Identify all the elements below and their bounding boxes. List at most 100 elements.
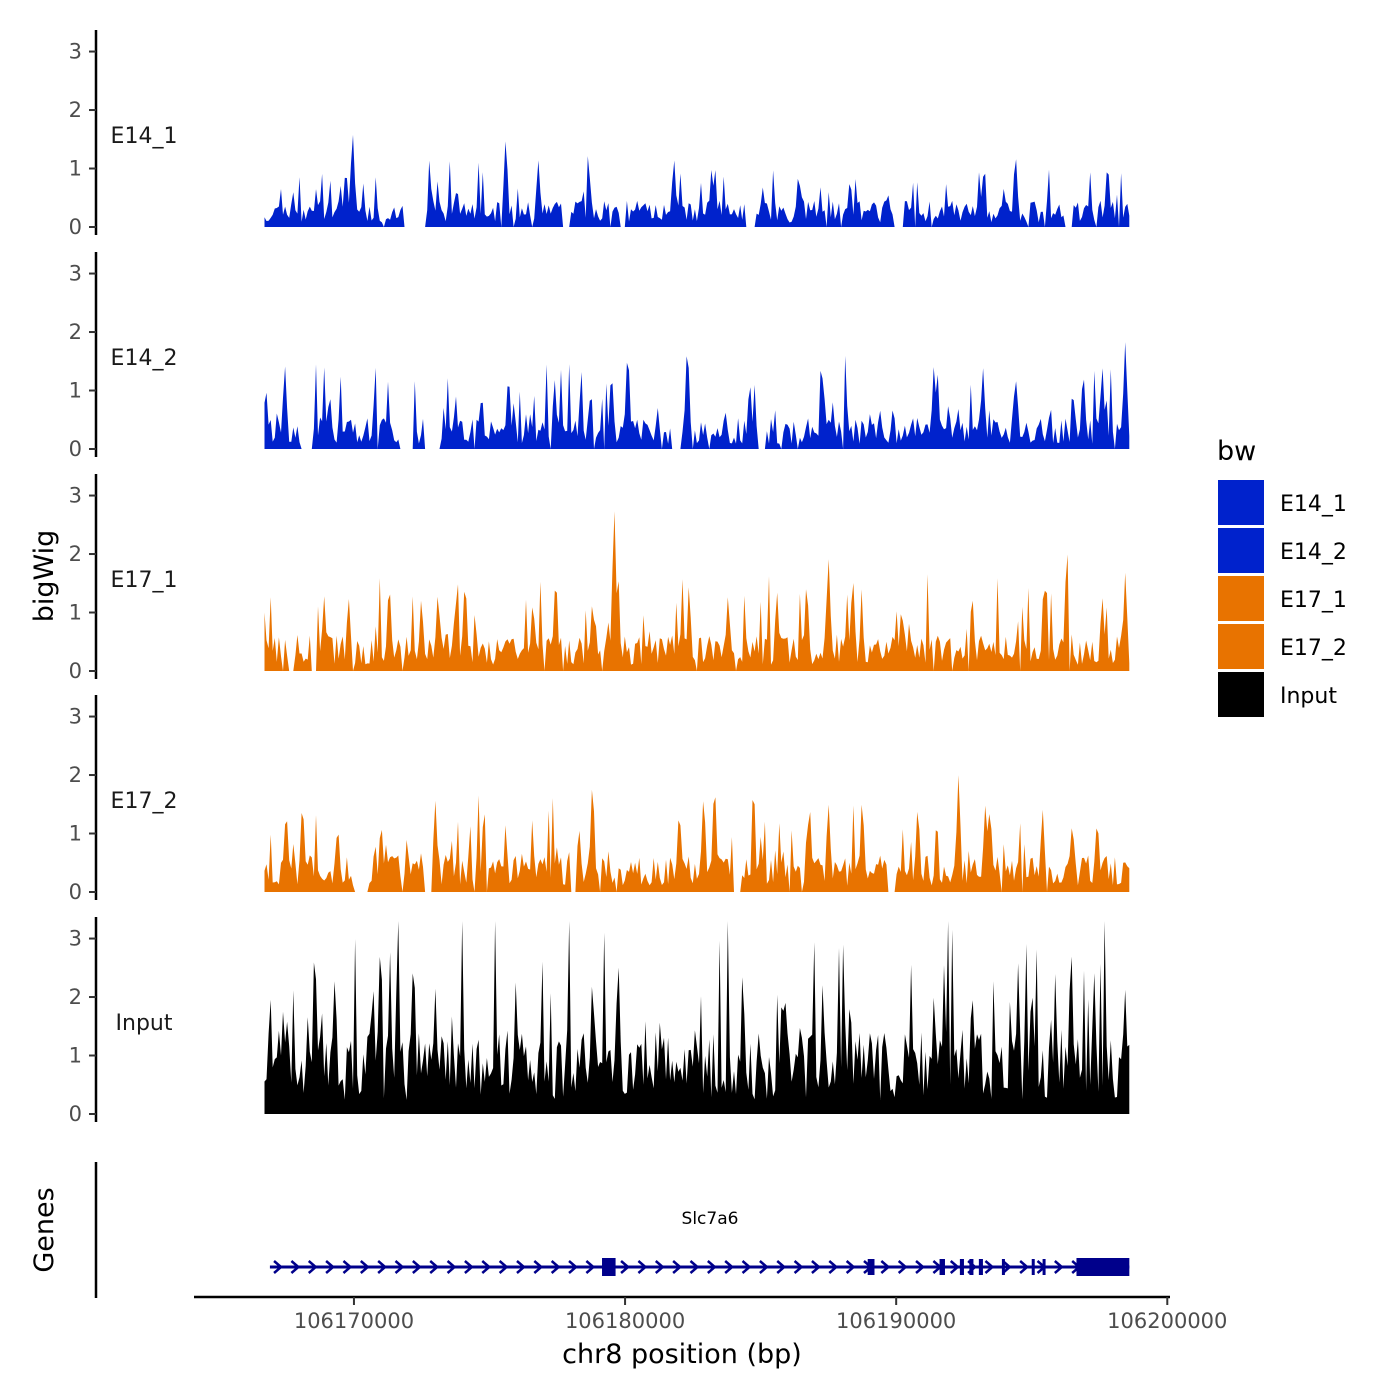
track-e14-1: 0 1 2 3 E14_1 [69, 30, 1130, 239]
x-axis: 106170000 106180000 106190000 106200000 [194, 1295, 1227, 1333]
strand-arrow [672, 1260, 683, 1274]
y-tick-label: 2 [69, 320, 82, 344]
signal-area-e17-2 [264, 775, 1130, 892]
legend-swatch [1218, 480, 1264, 525]
strand-arrow [464, 1260, 474, 1274]
gene-exon [1076, 1258, 1130, 1276]
strand-arrow [273, 1260, 283, 1274]
gene-exon [969, 1259, 974, 1275]
x-axis-title: chr8 position (bp) [562, 1339, 802, 1370]
track-name-label: E17_2 [111, 789, 178, 814]
track-e17-1: 0 1 2 3 E17_1 [69, 474, 1130, 683]
y-tick-label: 0 [69, 1102, 82, 1126]
gene-label: Slc7a6 [682, 1209, 739, 1229]
strand-arrow [533, 1260, 544, 1274]
strand-arrow [481, 1260, 492, 1274]
legend-entry-label: E14_1 [1280, 492, 1347, 517]
signal-area-e14-1 [264, 134, 1130, 227]
legend-entry-label: Input [1280, 684, 1337, 709]
gene-exon [1031, 1259, 1035, 1275]
strand-arrow [654, 1260, 665, 1274]
gene-exon [939, 1259, 945, 1275]
strand-arrow [759, 1260, 769, 1274]
strand-arrow [498, 1260, 509, 1274]
strand-arrow [446, 1260, 457, 1274]
strand-arrow [741, 1260, 752, 1274]
strand-arrow [585, 1260, 596, 1274]
legend-swatch [1218, 672, 1264, 717]
strand-arrow [707, 1260, 717, 1274]
strand-arrow [811, 1260, 821, 1274]
track-e17-2: 0 1 2 3 E17_2 [69, 695, 1130, 904]
legend-swatch [1218, 576, 1264, 621]
legend: bw E14_1 E14_2 E17_1 E17_2 Input [1217, 436, 1347, 717]
y-tick-label: 1 [69, 1044, 82, 1068]
legend-swatch [1218, 528, 1264, 573]
strand-arrow [516, 1260, 526, 1274]
legend-title: bw [1217, 436, 1256, 467]
strand-arrow [377, 1260, 388, 1274]
gene-exon [1042, 1259, 1046, 1275]
strand-arrow [359, 1260, 370, 1274]
track-input: 0 1 2 3 Input [69, 917, 1130, 1126]
strand-arrow [689, 1260, 700, 1274]
strand-arrow [412, 1260, 422, 1274]
y-tick-label: 2 [69, 542, 82, 566]
y-tick-label: 0 [69, 659, 82, 683]
y-tick-label: 3 [69, 262, 82, 286]
bigwig-tracks: 0 1 2 3 E14_1 0 1 2 3 E14_2 0 1 2 3 E17_1 0 1 2 3 E17_2 0 1 2 3… [69, 30, 1130, 1126]
track-name-label: E17_1 [111, 568, 178, 593]
strand-arrow [828, 1260, 839, 1274]
strand-arrow [1019, 1260, 1030, 1274]
track-name-label: E14_2 [111, 346, 178, 371]
y-tick-label: 0 [69, 437, 82, 461]
strand-arrow [845, 1260, 856, 1274]
gene-exon [602, 1258, 616, 1276]
signal-area-e17-1 [264, 511, 1130, 671]
strand-arrow [1001, 1260, 1012, 1274]
track-name-label: E14_1 [111, 124, 178, 149]
y-tick-label: 0 [69, 880, 82, 904]
y-axis-title: bigWig [29, 530, 60, 623]
gene-exon [978, 1259, 983, 1275]
signal-area-input [264, 921, 1130, 1114]
y-tick-label: 1 [69, 379, 82, 403]
strand-arrow [325, 1260, 336, 1274]
strand-arrow [984, 1260, 995, 1274]
legend-entry-label: E17_2 [1280, 636, 1347, 661]
x-tick-label: 106190000 [836, 1309, 956, 1333]
strand-arrow [915, 1260, 925, 1274]
legend-entry-label: E17_1 [1280, 588, 1347, 613]
track-e14-2: 0 1 2 3 E14_2 [69, 252, 1130, 461]
strand-arrow [342, 1260, 353, 1274]
strand-arrow [637, 1260, 648, 1274]
x-tick-label: 106170000 [294, 1309, 414, 1333]
strand-arrow [550, 1260, 561, 1274]
signal-area-e14-2 [264, 342, 1130, 449]
y-tick-label: 2 [69, 763, 82, 787]
y-tick-label: 1 [69, 157, 82, 181]
strand-arrow [793, 1260, 804, 1274]
strand-arrow [620, 1260, 630, 1274]
y-tick-label: 1 [69, 601, 82, 625]
genes-track-title: Genes [29, 1187, 60, 1272]
strand-arrow [1054, 1260, 1064, 1274]
legend-swatch [1218, 624, 1264, 669]
strand-arrow [776, 1260, 787, 1274]
strand-arrow [429, 1260, 440, 1274]
gene-model [269, 1258, 1130, 1276]
y-tick-label: 2 [69, 985, 82, 1009]
x-tick-label: 106180000 [565, 1309, 685, 1333]
y-tick-label: 3 [69, 927, 82, 951]
y-tick-label: 3 [69, 40, 82, 64]
y-tick-label: 0 [69, 215, 82, 239]
strand-arrow [568, 1260, 578, 1274]
legend-entry-label: E14_2 [1280, 540, 1347, 565]
track-name-label: Input [116, 1011, 173, 1036]
gene-exon [959, 1259, 964, 1275]
y-tick-label: 2 [69, 98, 82, 122]
strand-arrow [880, 1260, 891, 1274]
x-tick-label: 106200000 [1107, 1309, 1227, 1333]
strand-arrow [394, 1260, 405, 1274]
